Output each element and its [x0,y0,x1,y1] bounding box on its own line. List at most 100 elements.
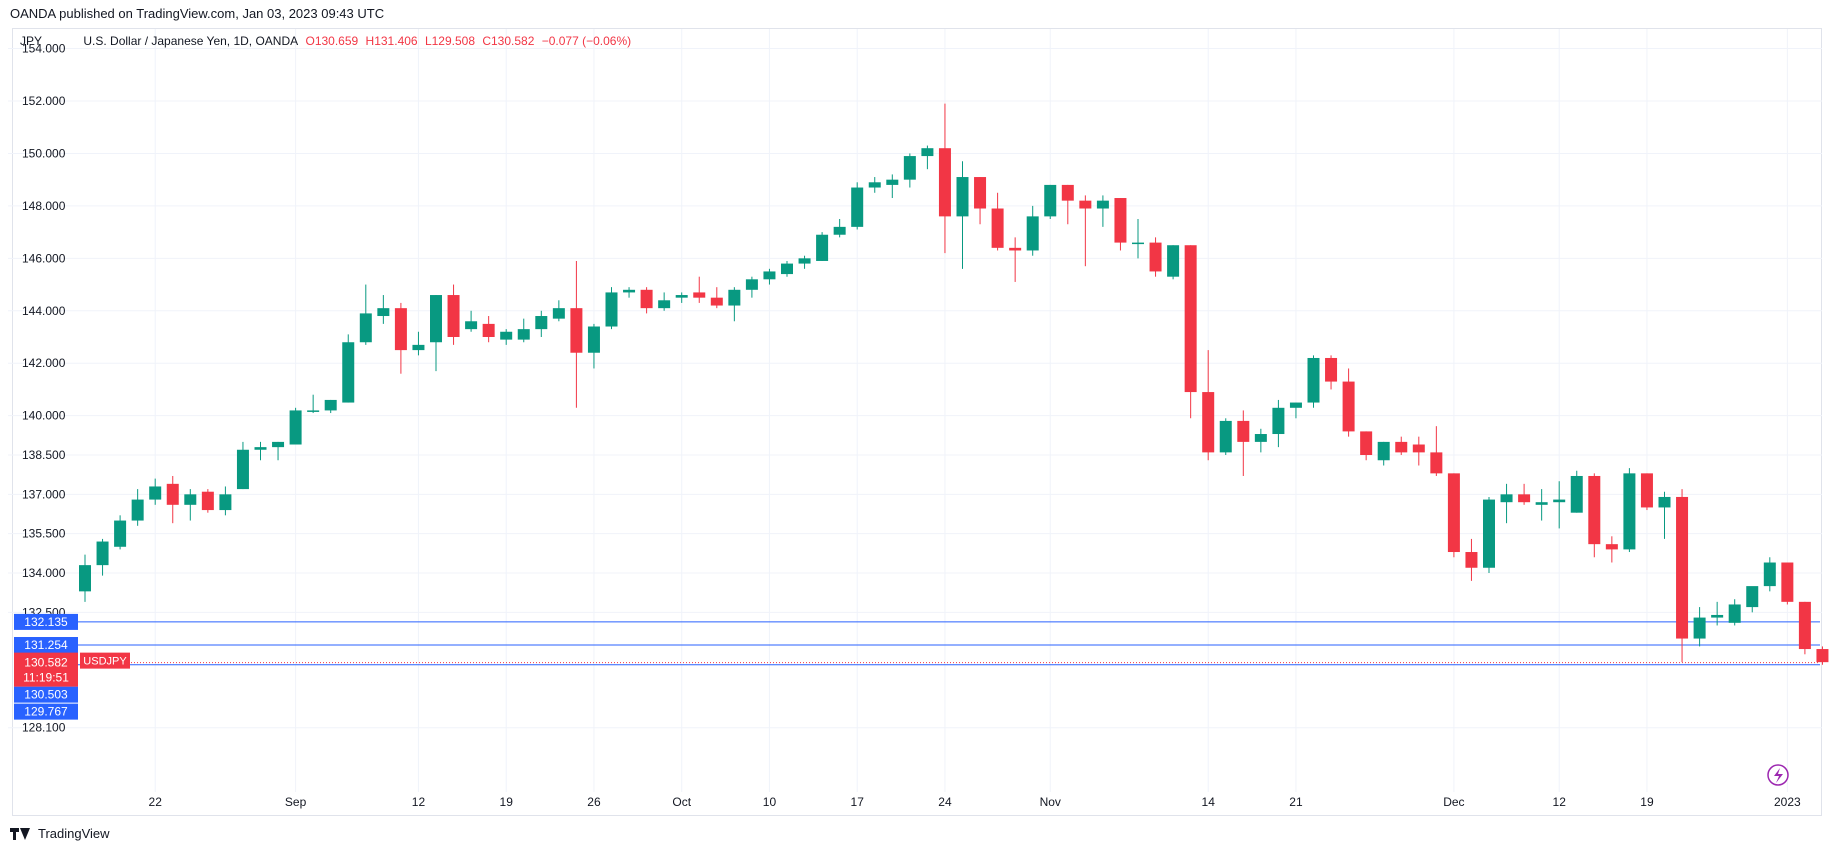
lightning-icon [1774,768,1783,783]
candle-body [1342,381,1355,432]
candle-body [272,441,285,448]
candle-body [1465,552,1478,568]
time-axis: 22 Sep 12 19 26 Oct 10 17 24 Nov 14 21 Dec 12 19 2023 [149,795,1801,809]
price-marker-label: 129.767 [24,705,68,719]
candle-body [1377,441,1390,461]
candle-body [236,449,249,490]
candle-body [1009,247,1022,251]
x-tick-label: Sep [285,795,307,809]
candle-body [131,499,144,521]
candle-body [991,208,1004,248]
candle-body [359,313,372,343]
candle-body [447,295,460,337]
candle-body [1553,499,1566,503]
y-tick-label: 146.000 [22,251,66,265]
candle-body [166,483,179,505]
y-tick-label: 140.000 [22,409,66,423]
candle-body [552,308,565,319]
candle-body [517,329,530,340]
candle-body [1623,473,1636,550]
candle-body [1518,494,1531,503]
candle-body [465,321,478,330]
candle-body [1026,216,1039,251]
candle-body [1798,601,1811,650]
candle-body [324,399,337,411]
candle-body [816,234,829,261]
candle-body [96,541,109,566]
replay-icon [1767,764,1789,786]
tradingview-logo-icon[interactable] [10,827,32,840]
y-tick-label: 152.000 [22,94,66,108]
x-tick-label: 12 [412,795,426,809]
candle-body [1061,184,1074,201]
candle-body [1096,200,1109,209]
level-lines [14,621,1820,666]
chart-frame [12,28,1822,816]
last-price-countdown: 11:19:51 [23,671,69,685]
candle-body [342,342,355,403]
candle-body [394,308,407,351]
candle-body [570,308,583,353]
last-price-value: 130.582 [24,656,68,670]
candle-body [1219,420,1232,453]
x-tick-label: 14 [1202,795,1216,809]
candle-body [1360,431,1373,455]
price-marker-bg [14,686,78,703]
candle-body [1746,586,1759,608]
x-tick-label: 17 [851,795,865,809]
candle-body [1289,402,1302,408]
candle-body [1447,473,1460,553]
candle-body [710,297,723,306]
candle-body [1781,562,1794,602]
last-price-marker [14,652,78,687]
candle-body [377,308,390,317]
candle-body [1167,245,1180,277]
candle-body [1272,407,1285,435]
candle-body [1711,614,1724,618]
legend-symbol[interactable]: U.S. Dollar / Japanese Yen, 1D, OANDA [83,34,299,48]
y-tick-label: 135.500 [22,527,66,541]
y-tick-label: 150.000 [22,146,66,160]
y-tick-label: 154.000 [22,42,66,56]
x-tick-label: 10 [763,795,777,809]
chart-grid [8,29,1822,792]
candle-body [1412,444,1425,453]
candle-body [254,447,267,450]
candle-body [938,148,951,217]
candle-body [1588,475,1601,545]
candle-body [1658,496,1671,508]
y-tick-label: 128.100 [22,721,66,735]
price-marker-label: 132.135 [24,615,68,629]
candle-body [482,323,495,337]
x-tick-label: 26 [587,795,601,809]
candle-body [219,494,232,511]
candle-body [1044,184,1057,217]
candle-body [833,226,846,235]
x-tick-label: 2023 [1774,795,1801,809]
candle-body [1149,242,1162,272]
candle-body [886,179,899,185]
x-tick-label: 12 [1553,795,1567,809]
price-marker-bg [14,613,78,630]
candle-body [605,292,618,327]
price-axis: 128.100132.500134.000135.500137.000138.5… [22,42,66,735]
candle-body [640,289,653,309]
candle-body [868,182,881,188]
candle-body [1395,441,1408,453]
legend-change: −0.077 (−0.06%) [541,34,632,48]
candle-body [728,289,741,306]
y-tick-label: 137.000 [22,487,66,501]
footer-brand[interactable]: TradingView [38,826,110,841]
candle-body [1184,245,1197,393]
x-tick-label: 21 [1289,795,1303,809]
candle-body [623,289,636,293]
price-marker-label: 130.503 [24,688,68,702]
candle-body [79,565,91,592]
x-tick-label: 19 [500,795,514,809]
candle-body [1535,502,1548,505]
publish-info: OANDA published on TradingView.com, Jan … [10,6,385,21]
legend-close: C130.582 [482,34,535,48]
price-marker-bg [14,637,78,654]
candle-body [693,292,706,298]
